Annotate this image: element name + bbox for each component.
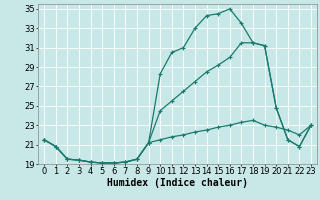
X-axis label: Humidex (Indice chaleur): Humidex (Indice chaleur)	[107, 178, 248, 188]
